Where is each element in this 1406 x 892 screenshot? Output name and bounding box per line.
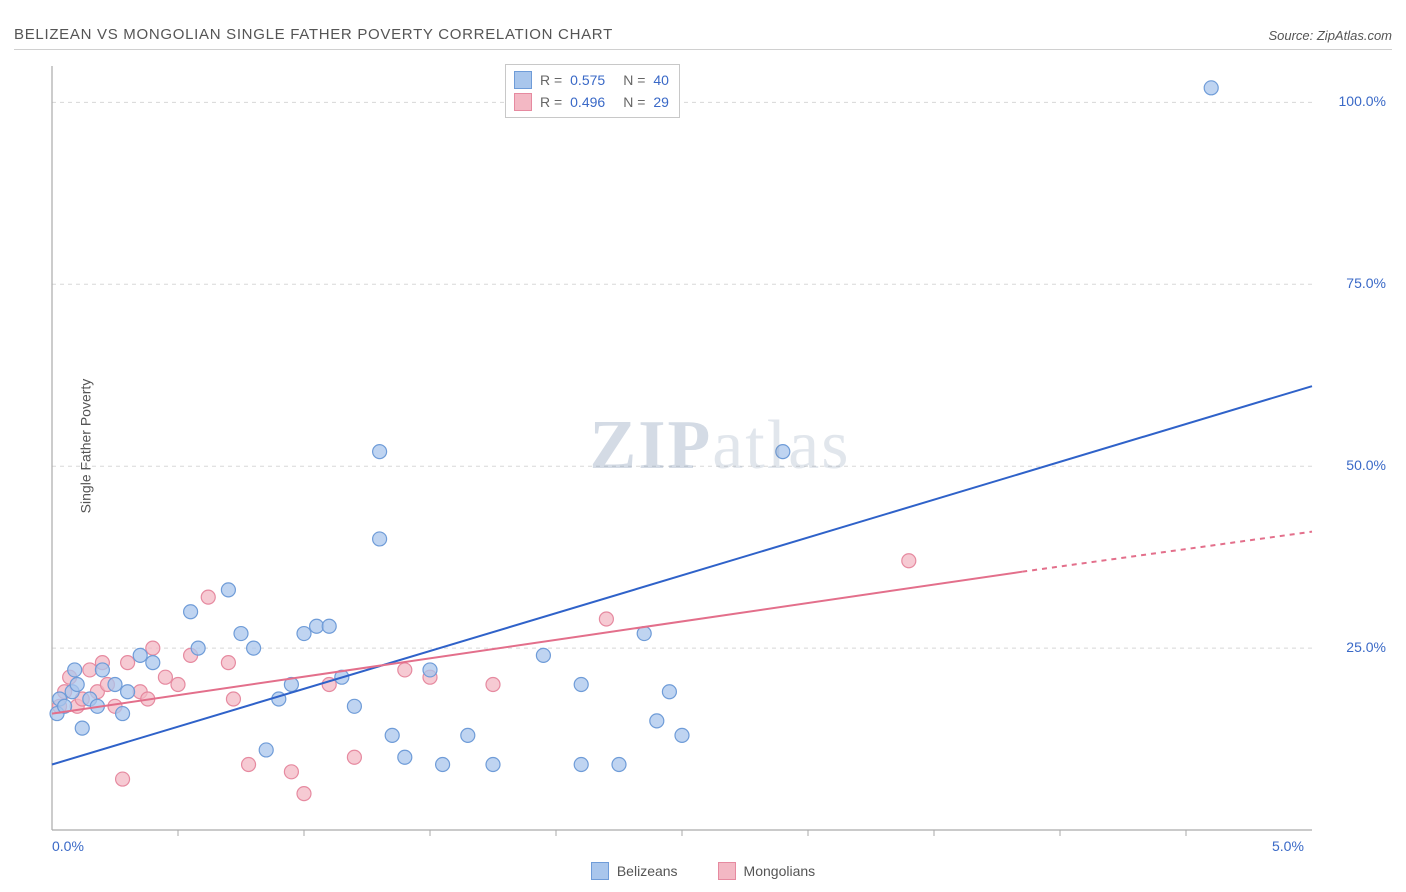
x-tick-label: 0.0%	[52, 838, 84, 854]
correlation-legend-row: R = 0.575 N = 40	[514, 69, 669, 91]
x-tick-label: 5.0%	[1272, 838, 1304, 854]
legend-n-value: 40	[653, 69, 669, 91]
legend-r-value: 0.496	[570, 91, 605, 113]
correlation-legend-row: R = 0.496 N = 29	[514, 91, 669, 113]
chart-title: BELIZEAN VS MONGOLIAN SINGLE FATHER POVE…	[14, 26, 613, 43]
series-legend-item: Mongolians	[718, 862, 816, 880]
legend-n-label: N =	[623, 91, 645, 113]
scatter-chart	[48, 60, 1392, 848]
legend-r-label: R =	[540, 69, 562, 91]
legend-swatch	[591, 862, 609, 880]
legend-r-label: R =	[540, 91, 562, 113]
series-legend-item: Belizeans	[591, 862, 678, 880]
legend-n-value: 29	[653, 91, 669, 113]
legend-r-value: 0.575	[570, 69, 605, 91]
legend-n-label: N =	[623, 69, 645, 91]
y-tick-label: 75.0%	[1346, 275, 1386, 291]
y-tick-label: 50.0%	[1346, 457, 1386, 473]
series-name: Belizeans	[617, 863, 678, 879]
legend-swatch	[718, 862, 736, 880]
series-legend: Belizeans Mongolians	[0, 862, 1406, 880]
y-tick-label: 25.0%	[1346, 639, 1386, 655]
series-name: Mongolians	[744, 863, 816, 879]
legend-swatch	[514, 93, 532, 111]
correlation-legend: R = 0.575 N = 40 R = 0.496 N = 29	[505, 64, 680, 118]
legend-swatch	[514, 71, 532, 89]
y-tick-label: 100.0%	[1339, 93, 1386, 109]
plot-area: ZIPatlas R = 0.575N = 40R = 0.496N = 29 …	[48, 60, 1392, 848]
header-bar: BELIZEAN VS MONGOLIAN SINGLE FATHER POVE…	[14, 20, 1392, 50]
source-attribution: Source: ZipAtlas.com	[1268, 28, 1392, 43]
